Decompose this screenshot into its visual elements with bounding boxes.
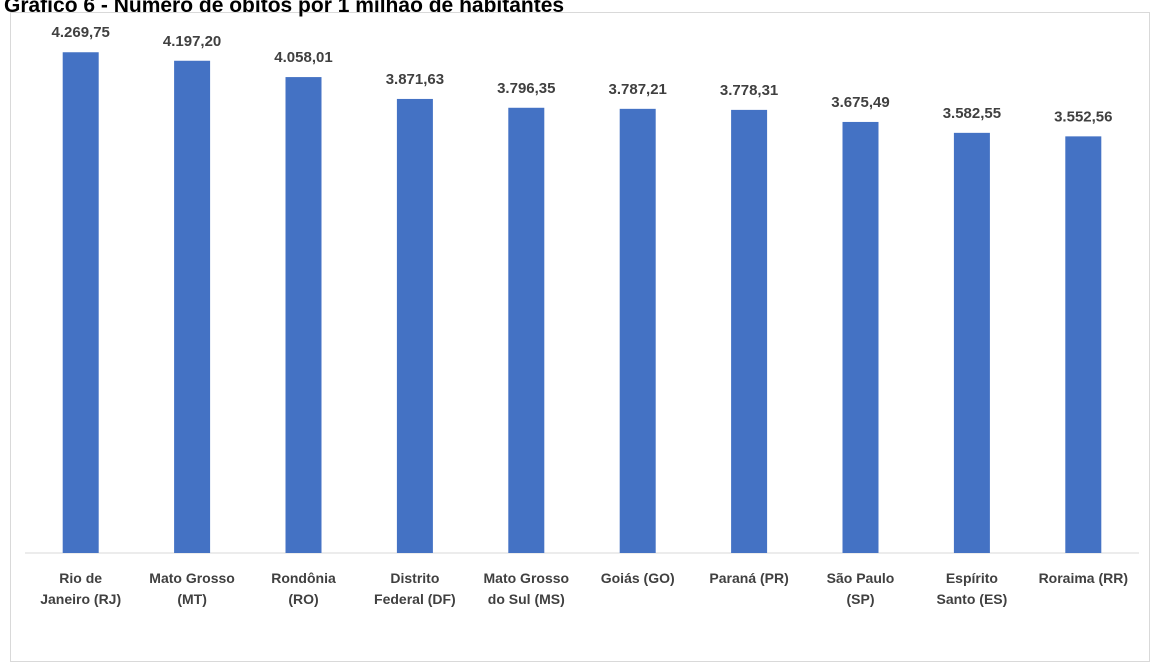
x-tick-label: Distrito Federal (DF) [374, 570, 456, 607]
value-label: 3.871,63 [386, 71, 444, 88]
value-label: 3.778,31 [720, 82, 778, 99]
bar [174, 60, 211, 554]
bar [396, 98, 433, 553]
value-label: 3.787,21 [609, 81, 667, 98]
value-label: 3.552,56 [1054, 108, 1112, 125]
x-tick-label: Roraima (RR) [1038, 570, 1129, 586]
value-label: 4.197,20 [163, 33, 221, 50]
value-label: 4.269,75 [52, 24, 110, 41]
value-label: 4.058,01 [274, 49, 332, 66]
bar [619, 108, 656, 553]
x-tick-label: Rondônia (RO) [271, 570, 336, 607]
chart-title: Gráfico 6 - Número de óbitos por 1 milhã… [4, 0, 565, 17]
bar [508, 107, 545, 553]
bar [1065, 136, 1102, 554]
x-tick-label: Mato Grosso do Sul (MS) [483, 570, 570, 607]
value-label: 3.582,55 [943, 105, 1001, 122]
value-label: 3.675,49 [831, 94, 889, 111]
x-tick-label: São Paulo (SP) [826, 570, 895, 607]
x-tick-label: Paraná (PR) [709, 570, 789, 586]
bar [731, 109, 768, 554]
bar [842, 121, 879, 554]
x-tick-label: Mato Grosso (MT) [149, 570, 235, 607]
bar [953, 132, 990, 553]
bar [285, 77, 322, 553]
value-label: 3.796,35 [497, 80, 555, 97]
x-tick-label: Rio de Janeiro (RJ) [40, 570, 122, 607]
x-tick-label: Espírito Santo (ES) [936, 570, 1008, 607]
x-tick-label: Goiás (GO) [600, 570, 675, 586]
bar [62, 52, 99, 553]
